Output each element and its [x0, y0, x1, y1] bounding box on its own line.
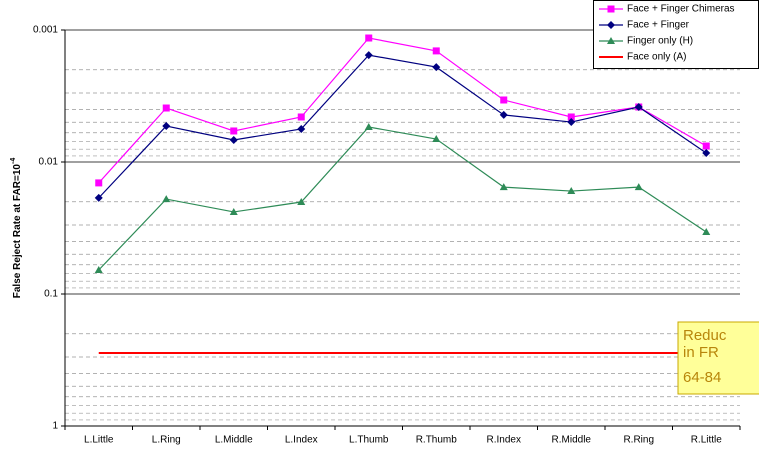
x-tick-label: L.Middle	[215, 435, 253, 446]
marker	[364, 51, 373, 60]
y-tick-label: 0.1	[44, 289, 58, 300]
marker	[162, 195, 171, 203]
annotation-box	[677, 321, 759, 395]
annotation-text: in FR	[683, 344, 719, 361]
annotation-text: 64-84	[683, 369, 721, 386]
marker	[634, 183, 643, 191]
legend-label: Face + Finger Chimeras	[627, 4, 735, 15]
y-axis-label-text: False Reject Rate at FAR=10	[12, 164, 23, 299]
x-tick-label: L.Index	[285, 435, 318, 446]
marker	[607, 21, 615, 29]
y-tick-label: 0.01	[39, 157, 59, 168]
x-tick-label: R.Ring	[623, 435, 654, 446]
marker	[500, 96, 508, 104]
series-line	[98, 54, 707, 199]
y-axis-label-sup: -4	[10, 158, 17, 164]
marker	[94, 266, 103, 274]
marker	[162, 104, 170, 112]
marker	[567, 113, 575, 121]
series-line	[98, 37, 707, 184]
marker	[365, 34, 373, 42]
y-tick-label: 1	[52, 421, 58, 432]
marker	[229, 135, 238, 144]
x-tick-label: R.Middle	[552, 435, 592, 446]
marker	[607, 37, 615, 44]
marker	[162, 122, 171, 131]
annotation-text: Reduc	[683, 327, 727, 344]
legend-label: Finger only (H)	[627, 36, 693, 47]
marker	[567, 118, 576, 127]
marker	[607, 5, 615, 13]
marker	[297, 124, 306, 133]
marker	[432, 47, 440, 55]
marker	[702, 149, 711, 158]
legend-label: Face + Finger	[627, 20, 690, 31]
marker	[297, 198, 306, 206]
x-tick-label: R.Thumb	[416, 435, 458, 446]
series-line	[98, 126, 707, 271]
legend-label: Face only (A)	[627, 52, 686, 63]
marker	[230, 127, 238, 135]
marker	[702, 227, 711, 235]
y-tick-label: 0.001	[33, 25, 58, 36]
marker	[95, 179, 103, 187]
x-tick-label: L.Little	[84, 435, 114, 446]
marker	[567, 187, 576, 195]
x-tick-label: R.Index	[487, 435, 521, 446]
marker	[94, 193, 103, 202]
x-tick-label: L.Ring	[152, 435, 181, 446]
marker	[702, 142, 710, 150]
marker	[229, 207, 238, 215]
x-tick-label: R.Little	[691, 435, 723, 446]
y-axis-label: False Reject Rate at FAR=10-4	[10, 158, 23, 299]
marker	[499, 110, 508, 119]
marker	[364, 122, 373, 130]
x-tick-label: L.Thumb	[349, 435, 389, 446]
marker	[432, 63, 441, 72]
marker	[499, 183, 508, 191]
marker	[297, 113, 305, 121]
marker	[634, 102, 643, 111]
marker	[432, 135, 441, 143]
